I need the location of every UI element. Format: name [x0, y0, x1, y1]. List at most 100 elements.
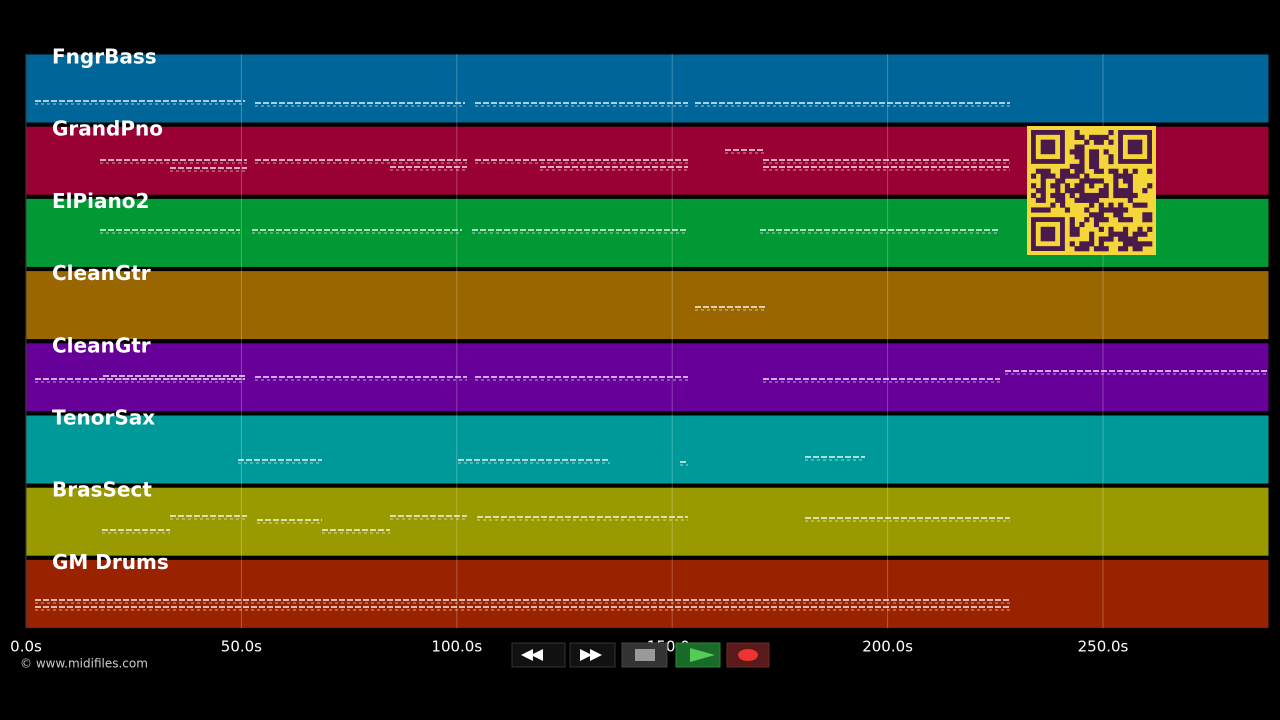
fast-forward-button[interactable]: [569, 642, 616, 668]
qr-module: [1089, 197, 1095, 203]
qr-module: [1147, 217, 1153, 223]
qr-module: [1137, 231, 1143, 237]
qr-module: [1098, 226, 1104, 232]
qr-module: [1064, 207, 1071, 213]
qr-module: [1079, 178, 1085, 184]
qr-module: [1079, 221, 1085, 228]
qr-module: [1084, 192, 1090, 199]
qr-module: [1074, 231, 1080, 237]
qr-module: [1084, 178, 1090, 184]
qr-module: [1031, 192, 1037, 199]
qr-module: [1093, 134, 1100, 140]
qr-finder: [1040, 226, 1056, 242]
qr-module: [1122, 168, 1129, 174]
qr-module: [1079, 144, 1085, 150]
qr-module: [1074, 197, 1080, 203]
qr-module: [1069, 173, 1075, 179]
qr-module: [1103, 149, 1109, 155]
qr-module: [1084, 207, 1090, 213]
qr-module: [1113, 231, 1119, 237]
qr-module: [1093, 192, 1100, 199]
qr-module: [1060, 197, 1066, 203]
qr-module: [1122, 188, 1129, 194]
qr-module: [1108, 139, 1114, 145]
qr-module: [1055, 197, 1061, 203]
qr-module: [1098, 217, 1104, 223]
qr-module: [1093, 197, 1100, 203]
qr-module: [1089, 149, 1095, 155]
qr-module: [1079, 134, 1085, 140]
qr-module: [1069, 163, 1075, 170]
qr-module: [1132, 192, 1138, 199]
stop-button[interactable]: [621, 642, 668, 668]
qr-module: [1098, 178, 1104, 184]
track-name: BrasSect: [52, 478, 152, 502]
qr-module: [1045, 173, 1051, 179]
qr-module: [1132, 168, 1138, 174]
qr-module: [1122, 207, 1129, 213]
qr-module: [1079, 246, 1085, 252]
qr-module: [1089, 159, 1095, 165]
qr-module: [1093, 149, 1100, 155]
qr-module: [1074, 134, 1080, 140]
qr-module: [1055, 192, 1061, 199]
qr-module: [1079, 163, 1085, 170]
qr-module: [1060, 168, 1066, 174]
qr-module: [1098, 236, 1104, 242]
tick-label: 0.0s: [10, 638, 42, 656]
qr-module: [1035, 188, 1041, 194]
qr-module: [1108, 168, 1114, 174]
qr-module: [1122, 231, 1129, 237]
qr-module: [1113, 207, 1119, 213]
qr-module: [1035, 168, 1041, 174]
play-button[interactable]: [675, 642, 721, 668]
transport-controls: [511, 642, 770, 668]
qr-module: [1074, 183, 1080, 189]
qr-module: [1108, 154, 1114, 160]
qr-module: [1079, 192, 1085, 199]
qr-module: [1098, 139, 1104, 145]
qr-module: [1084, 173, 1090, 179]
track-name: FngrBass: [52, 45, 157, 69]
qr-module: [1089, 192, 1095, 199]
qr-module: [1103, 246, 1109, 252]
rewind-button[interactable]: [511, 642, 566, 668]
qr-module: [1137, 202, 1143, 208]
qr-module: [1103, 217, 1109, 223]
qr-module: [1064, 173, 1071, 179]
qr-module: [1074, 149, 1080, 155]
qr-module: [1040, 197, 1046, 203]
qr-module: [1127, 192, 1133, 199]
qr-module: [1098, 192, 1104, 199]
qr-module: [1098, 207, 1104, 213]
qr-module: [1113, 188, 1119, 194]
qr-module: [1122, 217, 1129, 223]
qr-module: [1050, 202, 1056, 208]
qr-module: [1137, 246, 1143, 252]
qr-module: [1127, 197, 1133, 203]
qr-module: [1089, 241, 1095, 247]
qr-module: [1074, 226, 1080, 232]
track-name: GM Drums: [52, 550, 169, 574]
qr-module: [1142, 202, 1148, 208]
qr-module: [1060, 192, 1066, 199]
qr-module: [1079, 188, 1085, 194]
qr-module: [1098, 246, 1104, 252]
qr-module: [1040, 178, 1046, 184]
qr-module: [1098, 241, 1104, 247]
qr-module: [1113, 183, 1119, 189]
qr-module: [1118, 246, 1124, 252]
record-button[interactable]: [726, 642, 770, 668]
qr-module: [1064, 188, 1071, 194]
qr-module: [1074, 173, 1080, 179]
qr-module: [1079, 183, 1085, 189]
qr-module: [1040, 192, 1046, 199]
qr-module: [1040, 183, 1046, 189]
qr-module: [1118, 231, 1124, 237]
qr-module: [1118, 212, 1124, 218]
qr-module: [1113, 192, 1119, 199]
tick-label: 250.0s: [1078, 638, 1129, 656]
qr-module: [1093, 168, 1100, 174]
qr-module: [1064, 183, 1071, 189]
qr-module: [1113, 212, 1119, 218]
